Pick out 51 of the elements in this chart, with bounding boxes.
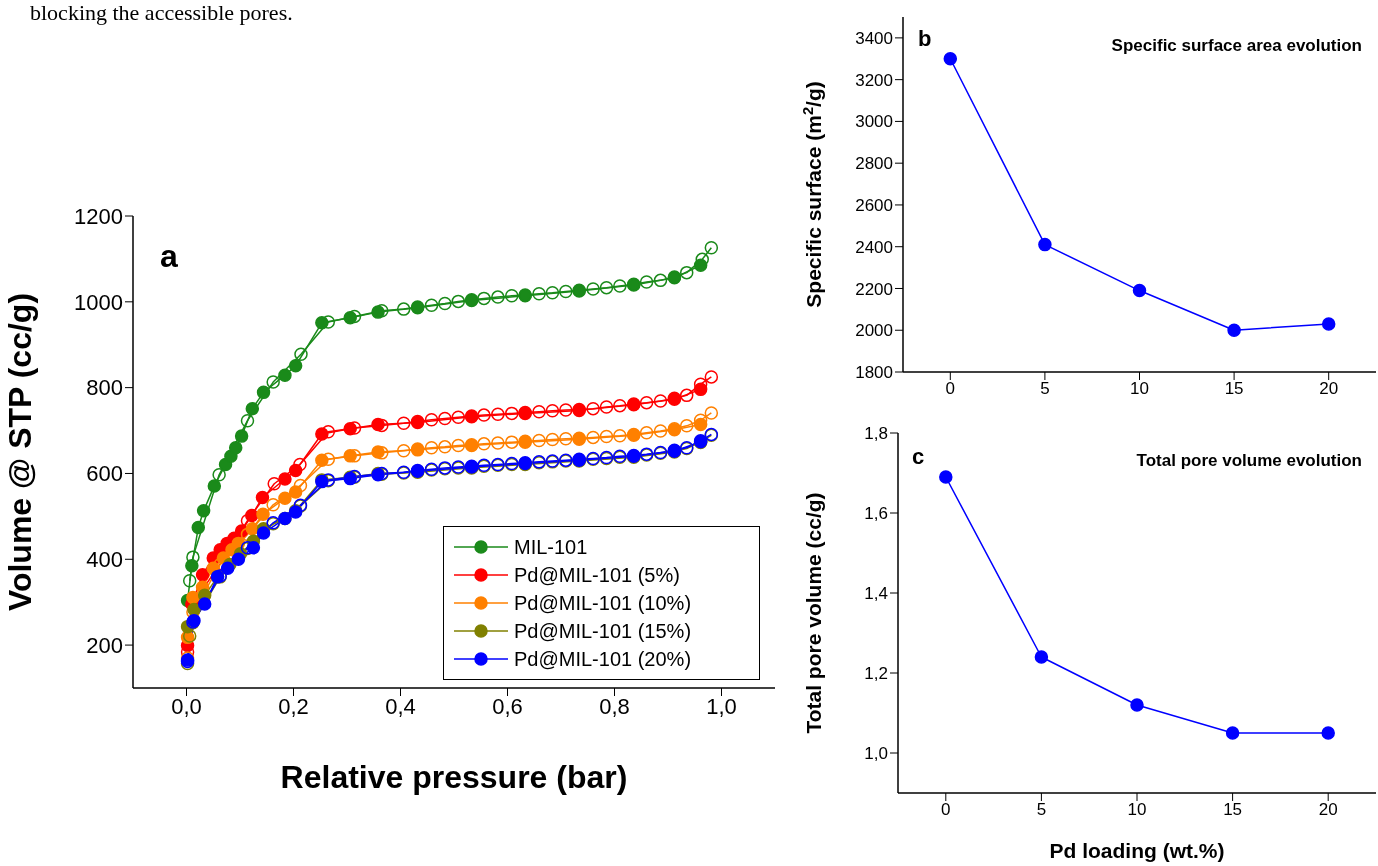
annotation: Specific surface area evolution [1111, 36, 1362, 56]
x-tick-label: 20 [1318, 800, 1338, 820]
legend-label: Pd@MIL-101 (15%) [514, 619, 692, 644]
y-tick-label: 600 [86, 461, 123, 487]
y-tick-label: 3200 [855, 70, 893, 90]
x-tick-label: 5 [1040, 379, 1050, 399]
x-tick-label: 0,2 [278, 693, 309, 719]
legend-label: Pd@MIL-101 (10%) [514, 591, 692, 616]
x-tick-label: 15 [1223, 800, 1243, 820]
x-tick-label: 5 [1036, 800, 1047, 820]
annotation: b [918, 26, 932, 52]
x-tick-label: 15 [1224, 379, 1244, 399]
y-tick-label: 1,0 [864, 744, 888, 764]
y-tick-label: 400 [86, 547, 123, 573]
y-tick-label: 1,8 [864, 424, 888, 444]
y-axis-title: Volume @ STP (cc/g) [1, 292, 38, 612]
x-axis-title: Relative pressure (bar) [280, 759, 628, 795]
y-tick-label: 1,2 [864, 664, 888, 684]
legend-label: Pd@MIL-101 (20%) [514, 647, 692, 672]
x-tick-label: 0 [941, 800, 951, 820]
annotation: c [912, 444, 925, 470]
y-tick-label: 3000 [855, 112, 893, 132]
x-tick-label: 20 [1319, 379, 1339, 399]
x-tick-label: 1,0 [706, 693, 737, 719]
x-tick-label: 0,8 [599, 693, 630, 719]
y-tick-label: 1,4 [864, 584, 888, 604]
text: blocking the accessible pores. [30, 0, 293, 26]
y-tick-label: 1200 [74, 203, 123, 229]
x-tick-label: 10 [1130, 379, 1149, 399]
y-tick-label: 3400 [855, 28, 893, 48]
x-tick-label: 0,0 [171, 693, 202, 719]
y-tick-label: 2000 [855, 321, 893, 341]
y-tick-label: 2200 [855, 279, 893, 299]
legend-label: MIL-101 [514, 535, 588, 560]
y-tick-label: 2800 [855, 154, 893, 174]
y-tick-label: 1000 [74, 289, 123, 315]
y-tick-label: 800 [86, 375, 123, 401]
y-axis-title: Total pore volume (cc/g) [801, 492, 825, 734]
x-tick-label: 0,6 [492, 693, 523, 719]
y-tick-label: 200 [86, 632, 123, 658]
legend-label: Pd@MIL-101 (5%) [514, 563, 680, 588]
y-tick-label: 1800 [855, 363, 893, 383]
y-tick-label: 2600 [855, 195, 893, 215]
y-tick-label: 1,6 [864, 504, 888, 524]
y-tick-label: 2400 [855, 237, 893, 257]
annotation: a [160, 238, 178, 275]
x-axis-title: Pd loading (wt.%) [1049, 839, 1225, 862]
annotation: Total pore volume evolution [1136, 451, 1362, 471]
x-tick-label: 10 [1127, 800, 1147, 820]
x-tick-label: 0 [945, 379, 956, 399]
x-tick-label: 0,4 [385, 693, 416, 719]
